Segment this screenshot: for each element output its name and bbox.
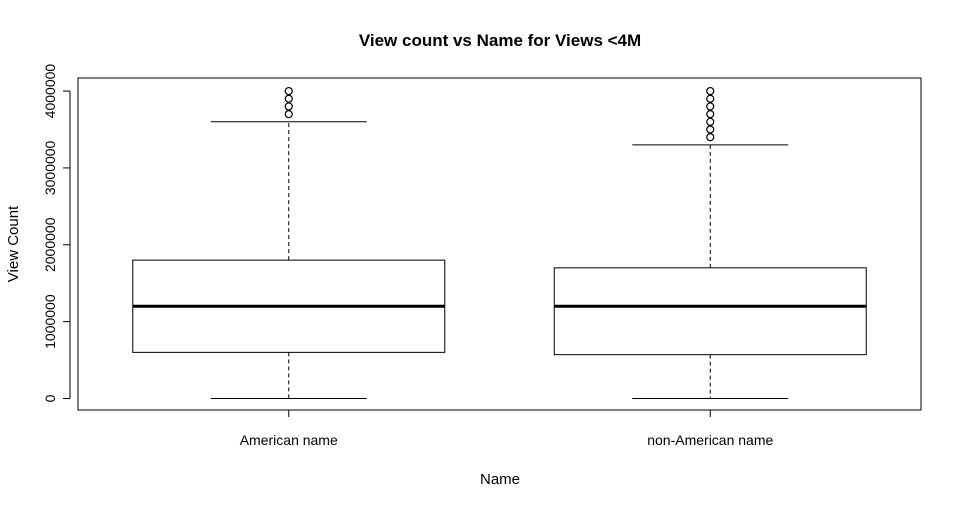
x-axis: American name non-American name [240,409,773,448]
iqr-box [553,267,867,356]
outlier-point [706,86,715,96]
x-axis-label: Name [480,471,520,488]
outlier-point [706,125,715,134]
outlier-point [706,117,715,126]
y-tick-label: 4000000 [42,64,58,119]
outlier-point [284,110,293,119]
plot-frame [77,77,922,411]
box-series [553,86,867,399]
chart-title: View count vs Name for Views <4M [359,31,641,50]
outlier-point [284,94,293,103]
x-tick-label: non-American name [647,432,773,448]
y-tick-label: 2000000 [42,217,58,272]
y-tick-label: 3000000 [42,140,58,195]
outlier-point [706,110,715,119]
x-tick-label: American name [240,432,338,448]
outlier-point [284,102,293,111]
box-series [132,86,446,399]
outlier-point [284,86,293,96]
y-tick-label: 1000000 [42,294,58,349]
outlier-point [706,133,715,142]
box-group [132,86,867,399]
outlier-point [706,94,715,103]
y-tick-label: 0 [42,394,58,402]
y-axis-label: View Count [5,205,22,282]
outlier-point [706,102,715,111]
y-axis: 0 1000000 2000000 3000000 4000000 [42,64,71,402]
